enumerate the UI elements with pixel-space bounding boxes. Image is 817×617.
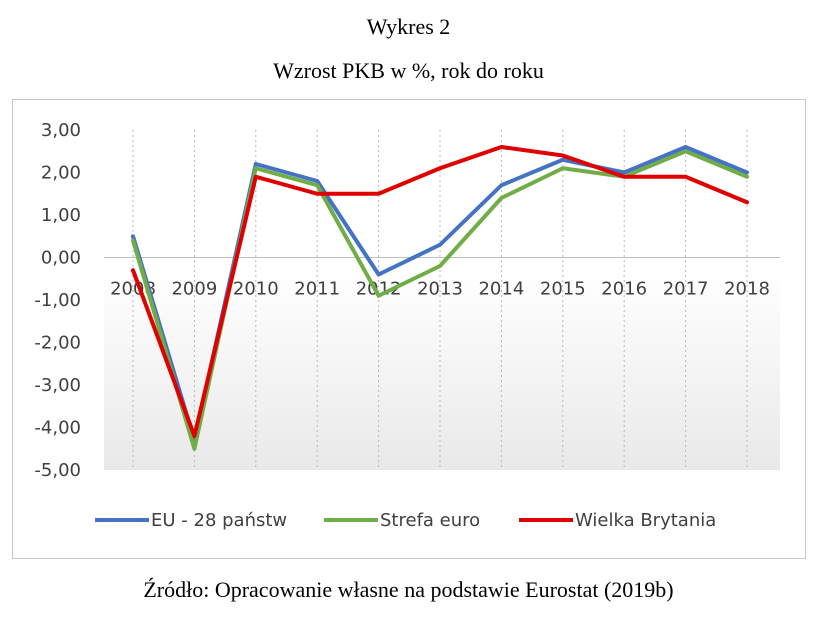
- legend: EU - 28 państw Strefa euro Wielka Brytania: [95, 510, 716, 531]
- y-tick-label: 0,00: [41, 248, 81, 269]
- legend-label: Strefa euro: [380, 510, 480, 531]
- x-tick-label: 2018: [724, 279, 770, 300]
- x-tick-label: 2016: [601, 279, 647, 300]
- x-tick-label: 2015: [540, 279, 586, 300]
- series-lines: [131, 145, 749, 451]
- plot-area: [104, 130, 780, 470]
- legend-label: Wielka Brytania: [575, 510, 716, 531]
- figure-label: Wykres 2: [366, 14, 451, 39]
- source-note: Źródło: Opracowanie własne na podstawie …: [143, 577, 674, 602]
- x-tick-label: 2009: [171, 279, 217, 300]
- line-chart: 3,00 2,00 1,00 0,00 -1,00 -2,00 -3,00 -4,00 -5,0…: [34, 120, 780, 531]
- y-axis-ticks: 3,00 2,00 1,00 0,00 -1,00 -2,00 -3,00 -4,00 -5,0…: [34, 120, 81, 481]
- x-tick-label: 2013: [417, 279, 463, 300]
- x-tick-label: 2011: [294, 279, 340, 300]
- x-tick-label: 2012: [356, 279, 402, 300]
- x-tick-label: 2017: [663, 279, 709, 300]
- figure-title: Wzrost PKB w %, rok do roku: [273, 58, 544, 83]
- chart-container: 3,00 2,00 1,00 0,00 -1,00 -2,00 -3,00 -4,00 -5,0…: [12, 99, 806, 559]
- series-line: [131, 145, 749, 438]
- y-tick-label: -2,00: [34, 333, 81, 354]
- legend-label: EU - 28 państw: [151, 510, 287, 531]
- x-tick-label: 2010: [233, 279, 279, 300]
- x-axis-ticks: 2008 2009 2010 2011 2012 2013 2014 2015 2016 2017…: [110, 279, 770, 300]
- y-tick-label: 3,00: [41, 120, 81, 141]
- y-tick-label: -1,00: [34, 290, 81, 311]
- y-tick-label: 2,00: [41, 163, 81, 184]
- y-tick-label: -3,00: [34, 375, 81, 396]
- y-tick-label: 1,00: [41, 205, 81, 226]
- x-tick-label: 2014: [478, 279, 524, 300]
- y-tick-label: -4,00: [34, 418, 81, 439]
- y-tick-label: -5,00: [34, 460, 81, 481]
